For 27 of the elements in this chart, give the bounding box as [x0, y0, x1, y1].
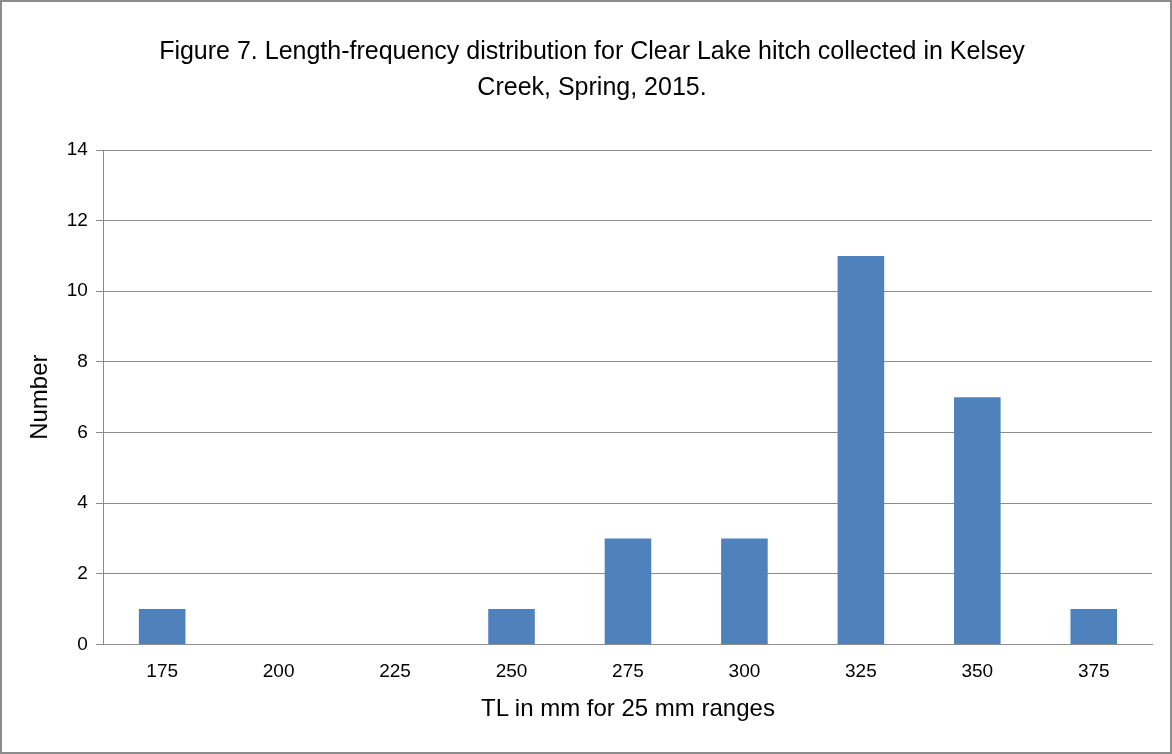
bar: [1070, 609, 1118, 644]
x-tick-label: 175: [146, 660, 179, 682]
y-axis-title: Number: [25, 354, 53, 440]
x-tick-label: 250: [495, 660, 528, 682]
y-tick-label: 4: [77, 491, 89, 513]
x-tick-label: 275: [612, 660, 644, 682]
bar: [138, 609, 186, 644]
y-tick-label: 10: [66, 279, 88, 301]
y-tick-label: 0: [77, 632, 88, 654]
y-tick-label: 2: [77, 562, 88, 584]
x-tick-label: 350: [961, 660, 994, 682]
y-tick-label: 14: [66, 138, 89, 160]
y-tick-label: 8: [77, 350, 88, 372]
y-tick-label: 12: [66, 208, 88, 230]
x-axis-title: TL in mm for 25 mm ranges: [481, 694, 775, 722]
bar: [488, 609, 535, 644]
bar: [721, 538, 768, 644]
bar: [837, 255, 885, 644]
x-tick-label: 225: [379, 660, 411, 682]
x-tick-label: 300: [728, 660, 761, 682]
bar: [604, 538, 652, 644]
y-tick-label: 6: [77, 420, 88, 442]
x-tick-label: 200: [262, 660, 295, 682]
bar: [954, 397, 1001, 644]
chart-title: Figure 7. Length-frequency distribution for Clear Lake hitch collected in Kelsey Creek, Spring, 2015.: [158, 35, 1026, 102]
x-tick-label: 375: [1077, 660, 1110, 682]
x-tick-label: 325: [845, 660, 877, 682]
